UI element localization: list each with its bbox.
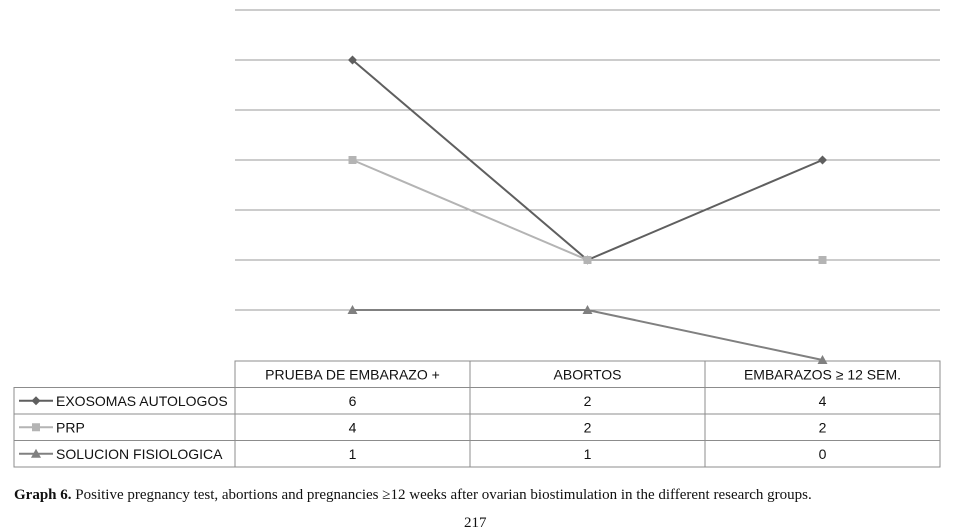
data-point: [582, 305, 593, 314]
table-value-label: 1: [584, 446, 592, 462]
data-point: [348, 55, 357, 65]
caption-text: Positive pregnancy test, abortions and p…: [71, 487, 812, 503]
data-point: [583, 256, 592, 264]
page-number: 217: [464, 515, 487, 531]
legend-series-name: PRP: [56, 419, 85, 435]
legend-series-name: EXOSOMAS AUTOLOGOS: [56, 393, 228, 409]
data-point: [818, 155, 827, 165]
series-line: [352, 309, 823, 361]
x-tick-label: EMBARAZOS ≥ 12 SEM.: [744, 366, 901, 382]
caption-label: Graph 6.: [14, 487, 72, 503]
gridlines: [235, 9, 940, 311]
table-value-label: 4: [819, 393, 827, 409]
legend-key-marker: [32, 423, 40, 432]
table-value-label: 1: [349, 446, 357, 462]
legend-key-marker: [31, 448, 41, 458]
table-value-label: 2: [584, 419, 592, 435]
legend-series-name: SOLUCION FISIOLOGICA: [56, 446, 223, 462]
series-lines: [347, 55, 828, 364]
data-point: [818, 256, 827, 264]
data-point: [348, 156, 357, 164]
table-value-label: 4: [349, 419, 357, 435]
legend-key-marker: [31, 396, 41, 406]
x-tick-label: ABORTOS: [554, 366, 622, 382]
data-table: PRUEBA DE EMBARAZO + ABORTOS EMBARAZOS ≥ 1…: [13, 360, 941, 468]
x-tick-label: PRUEBA DE EMBARAZO +: [265, 366, 440, 382]
table-value-label: 6: [349, 393, 357, 409]
table-value-label: 2: [819, 419, 827, 435]
table-value-label: 0: [819, 446, 827, 462]
data-point: [347, 305, 358, 314]
table-value-label: 2: [584, 393, 592, 409]
data-point: [817, 355, 828, 364]
figure-caption: Graph 6. Positive pregnancy test, aborti…: [14, 487, 954, 504]
